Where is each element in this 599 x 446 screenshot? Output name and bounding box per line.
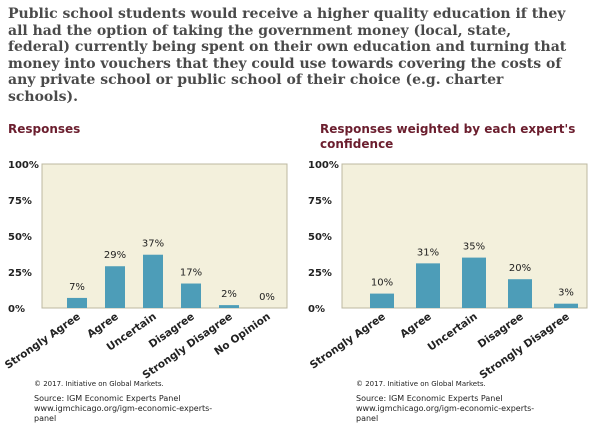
source-line: www.igmchicago.org/igm-economic-experts- — [356, 404, 535, 413]
bar — [370, 293, 394, 308]
bar — [105, 266, 125, 308]
y-tick-label: 25% — [8, 268, 32, 279]
bar — [219, 305, 239, 308]
category-label: Strongly Agree — [308, 311, 388, 372]
y-tick-label: 100% — [8, 160, 39, 171]
y-tick-label: 0% — [308, 304, 325, 315]
value-label: 2% — [221, 289, 237, 300]
bar — [462, 257, 486, 308]
y-tick-label: 75% — [308, 196, 332, 207]
source-line: Source: IGM Economic Experts Panel — [356, 394, 503, 403]
y-tick-label: 50% — [8, 232, 32, 243]
value-label: 29% — [104, 250, 126, 261]
category-label: Agree — [398, 311, 434, 341]
category-label: Uncertain — [426, 311, 480, 354]
source-line: panel — [356, 414, 379, 423]
source-line: panel — [34, 414, 57, 423]
value-label: 0% — [259, 292, 275, 303]
value-label: 37% — [142, 239, 164, 250]
y-tick-label: 50% — [308, 232, 332, 243]
value-label: 35% — [463, 242, 485, 253]
source-note-right: Source: IGM Economic Experts Panel www.i… — [356, 394, 534, 424]
value-label: 31% — [417, 247, 439, 258]
y-tick-label: 0% — [8, 304, 25, 315]
value-label: 7% — [69, 282, 85, 293]
value-label: 3% — [558, 288, 574, 299]
copyright-note-right: © 2017. Initiative on Global Markets. — [356, 380, 486, 388]
bar — [554, 303, 578, 308]
bar — [508, 279, 532, 308]
y-tick-label: 75% — [8, 196, 32, 207]
bar — [143, 254, 163, 308]
value-label: 10% — [371, 278, 393, 289]
bar — [416, 263, 440, 308]
bar — [67, 297, 87, 308]
chart-title-responses: Responses — [8, 122, 81, 136]
source-line: Source: IGM Economic Experts Panel — [34, 394, 181, 403]
source-note-left: Source: IGM Economic Experts Panel www.i… — [34, 394, 212, 424]
plot-area — [41, 163, 288, 309]
value-label: 20% — [509, 263, 531, 274]
weighted-responses-bar-chart: 0% 25% 50% 75% 100% 10% Strongly Agree 31% Agree… — [308, 160, 588, 382]
chart-title-weighted: Responses weighted by each expert's conf… — [320, 122, 575, 152]
y-tick-label: 25% — [308, 268, 332, 279]
copyright-note-left: © 2017. Initiative on Global Markets. — [34, 380, 164, 388]
y-tick-label: 100% — [308, 160, 339, 171]
chart-title-line: Responses weighted by each expert's — [320, 122, 576, 136]
responses-bar-chart: 0%25%50%75%100%7%Strongly Agree29%Agree3… — [3, 160, 288, 382]
question-text: Public school students would receive a h… — [8, 6, 567, 105]
category-label: Strongly Agree — [3, 311, 83, 372]
bar — [181, 283, 201, 308]
value-label: 17% — [180, 268, 202, 279]
chart-title-line: confidence — [320, 137, 394, 151]
category-label: Strongly Disagree — [477, 311, 571, 382]
source-line: www.igmchicago.org/igm-economic-experts- — [34, 404, 213, 413]
